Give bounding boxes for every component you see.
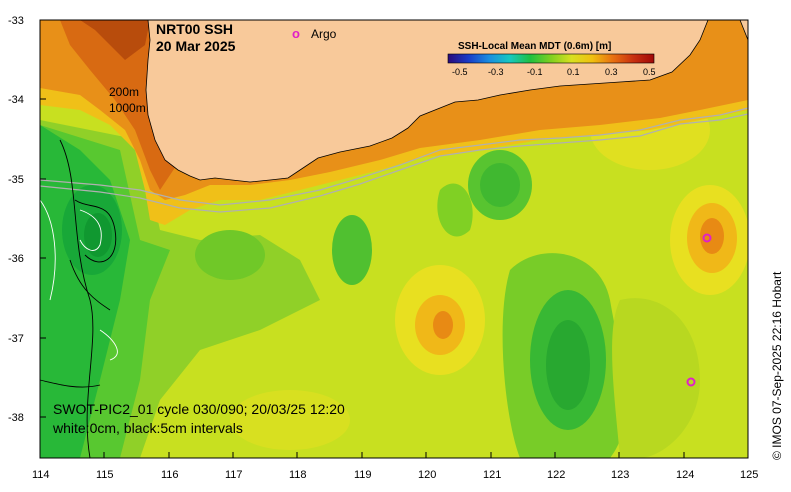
swot-caption: SWOT-PIC2_01 cycle 030/090; 20/03/25 12:… — [53, 401, 345, 417]
y-tick-label: -34 — [8, 94, 24, 106]
x-tick-label: 119 — [354, 469, 372, 481]
y-tick-label: -38 — [8, 412, 24, 424]
argo-float-marker — [702, 233, 712, 243]
x-tick-label: 118 — [289, 469, 307, 481]
plot-frame — [39, 19, 749, 459]
map-title: NRT00 SSH — [156, 21, 233, 37]
x-tick-label: 125 — [740, 469, 758, 481]
colorbar-tick: 0.5 — [643, 67, 656, 77]
x-tick-label: 115 — [96, 469, 114, 481]
x-tick-label: 124 — [676, 469, 694, 481]
bathymetry-contours — [39, 107, 749, 213]
x-tick-label: 116 — [161, 469, 179, 481]
credit-line: © IMOS 07-Sep-2025 22:16 Hobart — [770, 271, 784, 460]
y-tick-label: -35 — [8, 174, 24, 186]
y-axis: -33 -34 -35 -36 -37 -38 — [8, 15, 46, 424]
colorbar-tick: -0.1 — [527, 67, 543, 77]
colorbar-ramp — [447, 53, 655, 64]
colorbar-tick: 0.1 — [567, 67, 580, 77]
colorbar-tick: -0.3 — [488, 67, 504, 77]
colorbar-title: SSH-Local Mean MDT (0.6m) [m] — [458, 41, 611, 52]
x-tick-label: 122 — [547, 469, 565, 481]
y-tick-label: -33 — [8, 15, 24, 27]
x-tick-label: 117 — [225, 469, 243, 481]
depth-label-1000m: 1000m — [109, 101, 146, 115]
colorbar-tick: -0.5 — [452, 67, 468, 77]
x-axis: 114 115 116 117 118 119 120 121 122 123 … — [32, 452, 758, 481]
colorbar: SSH-Local Mean MDT (0.6m) [m] -0.5 -0.3 … — [447, 41, 656, 77]
x-tick-label: 120 — [418, 469, 436, 481]
contour-legend-caption: white:0cm, black:5cm intervals — [52, 420, 243, 436]
x-tick-label: 123 — [611, 469, 629, 481]
ssh-contours — [39, 139, 118, 459]
argo-legend-symbol: o — [292, 26, 300, 41]
x-tick-label: 114 — [32, 469, 50, 481]
y-tick-label: -36 — [8, 253, 24, 265]
argo-float-marker — [686, 377, 696, 387]
y-tick-label: -37 — [8, 333, 24, 345]
map-date: 20 Mar 2025 — [156, 38, 236, 54]
x-tick-label: 121 — [483, 469, 501, 481]
argo-legend-label: Argo — [311, 27, 337, 41]
colorbar-tick: 0.3 — [605, 67, 618, 77]
depth-label-200m: 200m — [109, 85, 139, 99]
